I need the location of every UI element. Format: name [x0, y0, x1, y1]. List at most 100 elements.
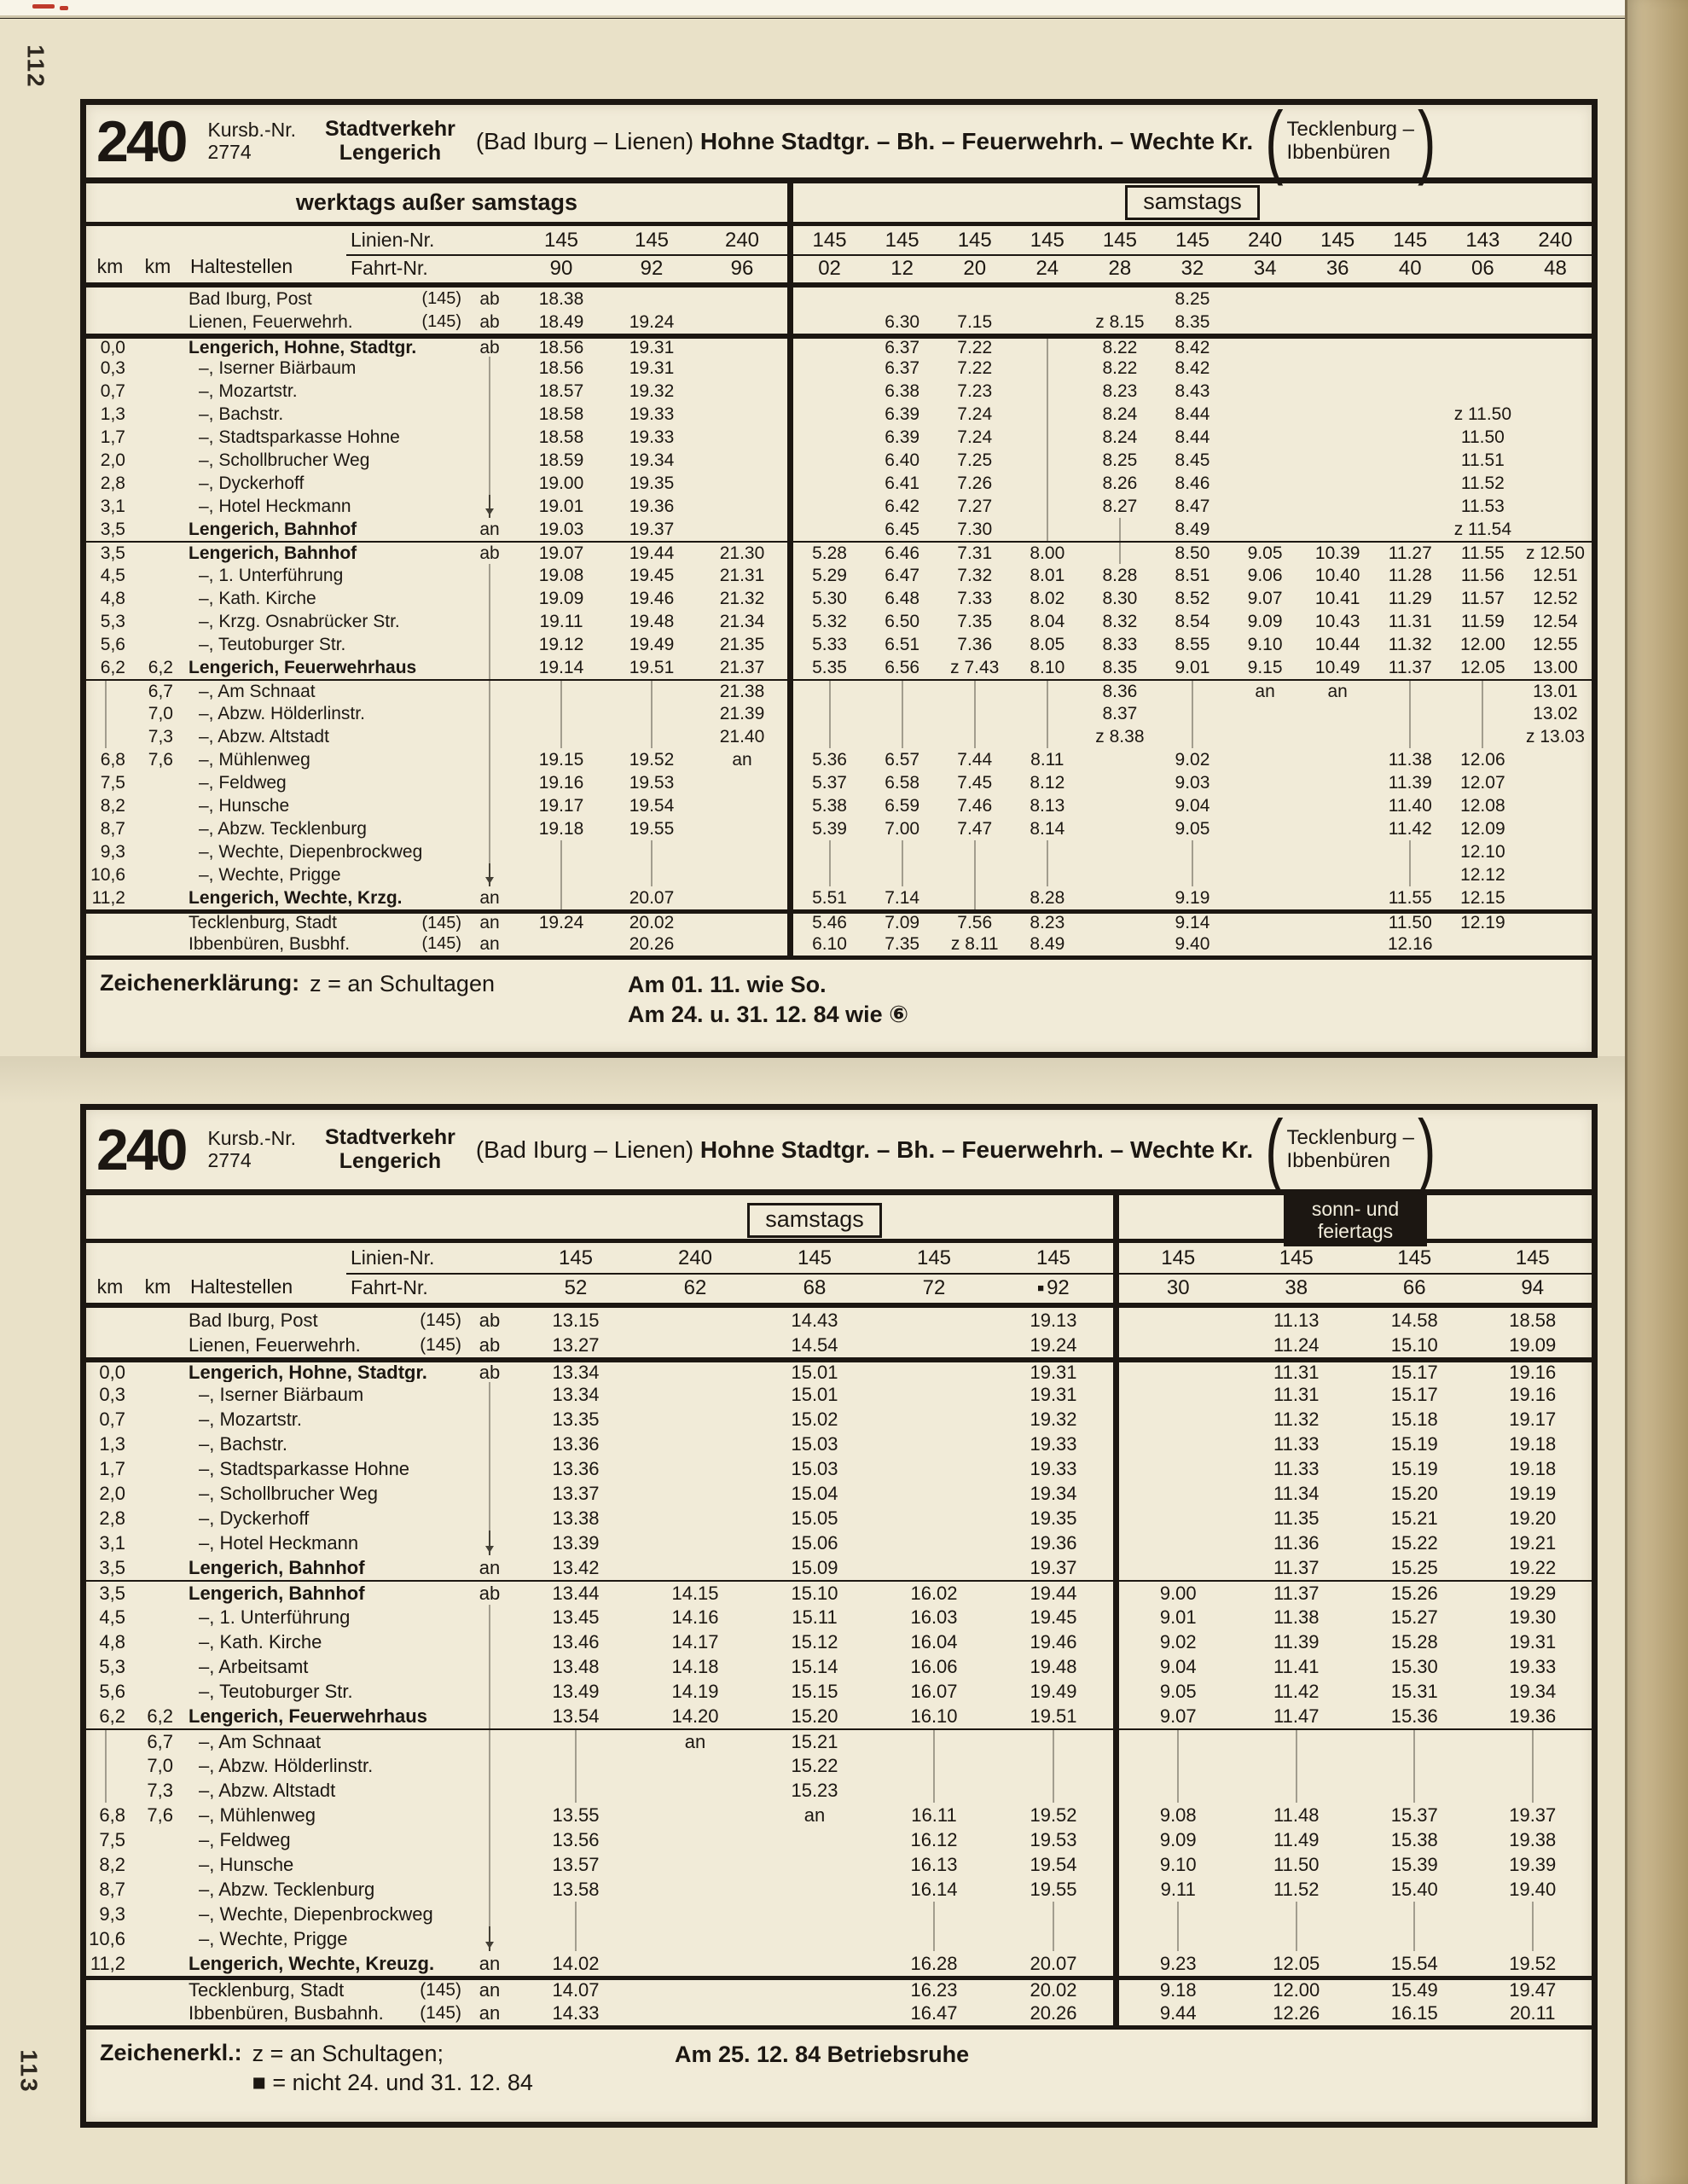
time-text: 7.14 — [885, 887, 920, 908]
trip-continuation-line — [1295, 1778, 1297, 1803]
time-cell: 8.49 — [1156, 518, 1228, 541]
trip-continuation-line — [1409, 863, 1412, 886]
ab-an-marker: ab — [463, 1333, 516, 1357]
time-cell: 11.39 — [1238, 1629, 1356, 1654]
time-cell: 12.10 — [1447, 840, 1519, 863]
time-cell: 9.15 — [1229, 656, 1302, 679]
stop-row: 8,7 –, Abzw. Tecklenburg 13.58 16.14 19.55 9.… — [86, 1877, 1592, 1902]
time-text: 14.16 — [671, 1606, 719, 1628]
time-cell: 11.42 — [1374, 817, 1447, 840]
time-text: 11.40 — [1388, 795, 1432, 816]
time-cell — [1229, 932, 1302, 956]
stop-row: 4,5 –, 1. Unterführung 13.45 14.16 15.11 16.0… — [86, 1605, 1592, 1629]
time-text: 14.33 — [552, 2001, 600, 2024]
connecting-line-ref: (145) — [420, 1310, 461, 1330]
time-text: 8.47 — [1175, 496, 1210, 516]
route-arrow-line — [489, 357, 490, 380]
time-cell: 11.52 — [1238, 1877, 1356, 1902]
time-cell — [606, 702, 697, 725]
time-cell: 19.16 — [1474, 1382, 1592, 1407]
km-value-text: 7,3 — [148, 726, 173, 746]
time-text: 7.00 — [885, 818, 920, 839]
trip-continuation-line — [1295, 1926, 1297, 1951]
fahrt-number-text: 90 — [549, 256, 573, 280]
time-cell: 19.47 — [1474, 1980, 1592, 2001]
route-arrow-line — [489, 817, 490, 840]
time-cell: 15.17 — [1355, 1362, 1474, 1382]
time-text: 6.42 — [885, 496, 920, 516]
time-cell: 6.40 — [866, 449, 938, 472]
time-cell: 5.37 — [793, 771, 866, 794]
time-text: 19.35 — [629, 473, 675, 493]
time-cell — [1519, 748, 1592, 771]
time-cell: 12.08 — [1447, 794, 1519, 817]
time-cell — [697, 288, 787, 311]
time-cell: 9.09 — [1229, 610, 1302, 633]
stop-row: 10,6 –, Wechte, Prigge 12.12 — [86, 863, 1592, 886]
time-cell: 15.02 — [755, 1407, 874, 1432]
time-cell — [938, 886, 1011, 909]
time-cell: 9.23 — [1119, 1951, 1238, 1976]
time-text: 16.07 — [910, 1680, 958, 1702]
time-cell: 21.32 — [697, 587, 787, 610]
time-cell — [874, 1926, 994, 1951]
time-cell — [1119, 1926, 1238, 1951]
time-text: 8.33 — [1102, 634, 1138, 654]
time-cell — [755, 1877, 874, 1902]
time-text: 7.35 — [957, 611, 993, 631]
linie-number: 145 — [516, 226, 606, 254]
time-cell: 18.58 — [516, 426, 606, 449]
time-text: 11.41 — [1273, 1655, 1320, 1677]
time-cell: 8.24 — [1083, 426, 1156, 449]
trip-continuation-line — [1177, 1902, 1180, 1926]
block-divider — [1113, 1555, 1119, 1580]
block-divider — [1113, 1407, 1119, 1432]
time-text: 8.35 — [1102, 657, 1138, 677]
time-cell: 19.49 — [606, 633, 697, 656]
time-cell — [866, 681, 938, 702]
stop-name: Lengerich, Feuerwehrhaus — [189, 1705, 427, 1727]
time-text: 19.11 — [539, 611, 583, 631]
time-cell — [1011, 449, 1083, 472]
time-text: 21.31 — [719, 565, 765, 585]
ab-an-marker — [463, 1730, 516, 1753]
time-text: 15.12 — [791, 1630, 838, 1653]
time-cell: 8.51 — [1156, 564, 1228, 587]
stop-name: Lienen, Feuerwehrh. — [189, 311, 353, 332]
time-text: 9.01 — [1159, 1606, 1197, 1628]
time-cell: 19.33 — [994, 1432, 1113, 1456]
trip-continuation-line — [575, 1730, 577, 1753]
block-divider — [787, 886, 793, 909]
stop-name: –, Schollbrucher Weg — [199, 1482, 378, 1504]
time-cell: 15.06 — [755, 1531, 874, 1555]
time-text: 11.37 — [1388, 657, 1432, 677]
time-cell — [755, 1980, 874, 2001]
time-text: 11.52 — [1460, 473, 1505, 493]
time-cell — [1447, 357, 1519, 380]
km-value — [134, 1877, 182, 1902]
trip-continuation-line — [575, 1753, 577, 1778]
time-cell: 19.12 — [516, 633, 606, 656]
time-cell: 13.46 — [516, 1629, 635, 1654]
time-cell: 19.34 — [994, 1481, 1113, 1506]
fahrt-number: 52 — [516, 1273, 635, 1303]
connecting-line-ref: (145) — [421, 289, 461, 308]
timetable-sheet-werktags-samstags: 240 Kursb.-Nr. 2774 Stadtverkehr Lengerich (B… — [80, 99, 1598, 1058]
time-cell: 9.05 — [1119, 1679, 1238, 1704]
time-text: z 11.50 — [1453, 404, 1512, 424]
time-text: 10.40 — [1314, 565, 1360, 585]
trip-continuation-line — [933, 1730, 935, 1753]
stop-name: –, Hunsche — [199, 795, 290, 816]
time-cell — [1519, 863, 1592, 886]
operator-name: Stadtverkehr Lengerich — [325, 1125, 455, 1173]
time-cell — [1374, 449, 1447, 472]
time-text: 19.18 — [1509, 1457, 1557, 1479]
time-cell — [1229, 518, 1302, 541]
block-divider — [1113, 1333, 1119, 1357]
stop-name: Ibbenbüren, Busbhf. — [189, 933, 351, 954]
time-text: 18.38 — [538, 288, 584, 309]
time-text: 14.18 — [671, 1655, 719, 1677]
time-text: 9.04 — [1159, 1655, 1197, 1677]
km-value-text: 6,8 — [99, 1804, 125, 1826]
